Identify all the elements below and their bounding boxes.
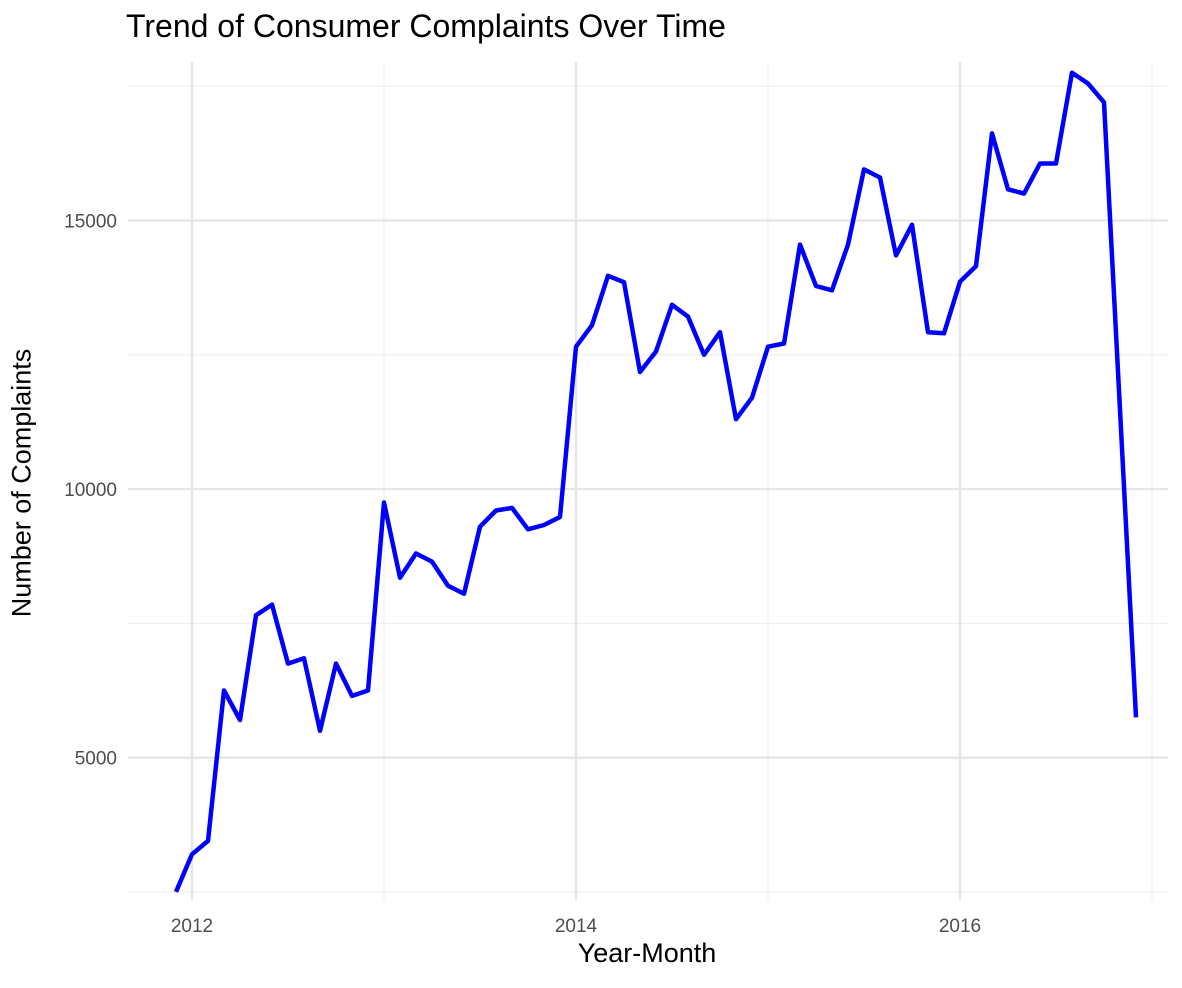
x-tick-label: 2012 [171, 916, 213, 937]
y-tick-label: 10000 [64, 480, 117, 501]
x-tick-label: 2014 [555, 916, 598, 937]
y-tick-label: 15000 [64, 211, 117, 232]
y-tick-label: 5000 [75, 749, 117, 770]
series-group [173, 70, 1139, 893]
chart-title: Trend of Consumer Complaints Over Time [126, 8, 726, 44]
y-axis-label: Number of Complaints [6, 348, 37, 618]
y-tick-labels: 5000 10000 15000 [64, 211, 117, 769]
major-gridlines [128, 62, 1168, 900]
x-axis-label: Year-Month [577, 938, 717, 968]
series-line [173, 70, 1139, 893]
x-tick-label: 2016 [939, 916, 981, 937]
minor-gridlines [128, 62, 1168, 900]
x-tick-labels: 2012 2014 2016 [171, 916, 981, 937]
